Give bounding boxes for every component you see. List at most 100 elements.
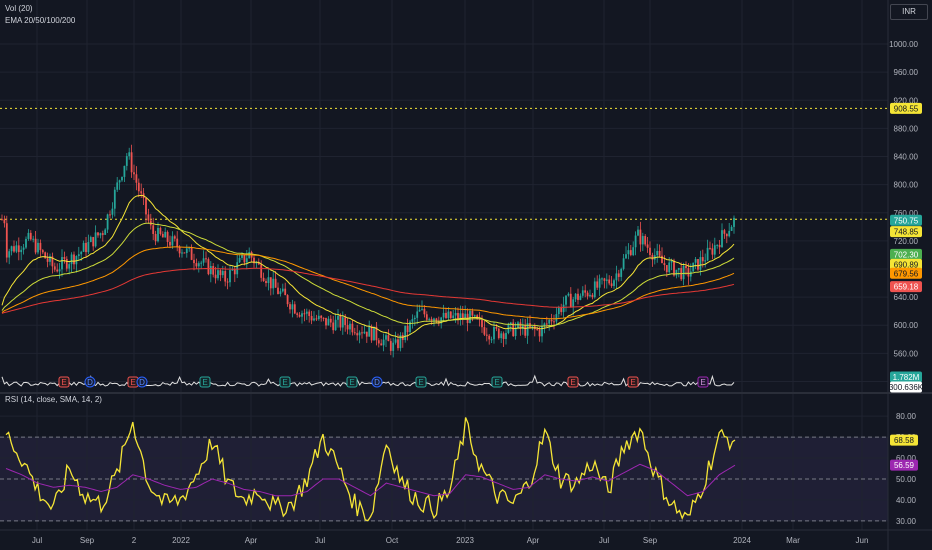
- volume-indicator-label[interactable]: Vol (20): [5, 4, 33, 13]
- candle-body: [269, 277, 272, 289]
- candle-body: [553, 321, 555, 323]
- earnings-marker-icon: [415, 376, 427, 388]
- candle-body: [46, 258, 49, 262]
- candle-body: [286, 295, 289, 305]
- price-label-text: 300.636K: [889, 383, 924, 392]
- candle-body: [385, 335, 387, 340]
- y-tick-label: 760.00: [894, 209, 919, 218]
- candle-body: [725, 233, 728, 237]
- candle-body: [337, 315, 339, 320]
- price-label-tag: [890, 248, 922, 260]
- candle-body: [123, 165, 126, 177]
- dividend-marker-icon: [136, 376, 148, 388]
- candle-body: [176, 238, 179, 247]
- candle-body: [406, 325, 409, 333]
- candle-body: [692, 262, 695, 272]
- candle-body: [5, 223, 8, 258]
- price-label-text: 748.85: [894, 228, 919, 237]
- candle-body: [421, 308, 423, 310]
- candle-body: [543, 323, 546, 327]
- candle-body: [339, 315, 342, 328]
- candle-body: [649, 247, 651, 255]
- candle-body: [675, 269, 678, 276]
- candle-body: [320, 315, 323, 318]
- event-marker-label: D: [87, 378, 93, 387]
- candle-body: [613, 280, 615, 286]
- price-label-text: 908.55: [894, 104, 919, 113]
- candle-body: [161, 233, 164, 238]
- candle-body: [512, 322, 515, 337]
- candle-body: [27, 232, 30, 239]
- candle-body: [116, 182, 119, 190]
- candle-body: [233, 269, 236, 275]
- event-marker-label: E: [418, 378, 423, 387]
- candle-body: [207, 259, 210, 275]
- candle-body: [370, 326, 373, 341]
- candle-body: [509, 322, 512, 325]
- candle-body: [197, 263, 200, 267]
- candle-body: [44, 252, 47, 259]
- x-tick-label: Apr: [245, 536, 258, 545]
- candle-body: [387, 335, 390, 342]
- candle-body: [709, 247, 711, 249]
- candle-body: [670, 260, 673, 263]
- candle-body: [416, 311, 419, 318]
- candle-body: [29, 232, 32, 240]
- x-tick-label: Sep: [643, 536, 658, 545]
- candle-body: [493, 327, 495, 340]
- candle-body: [445, 312, 447, 319]
- candle-body: [447, 311, 450, 319]
- event-marker-label: E: [700, 378, 705, 387]
- candle-body: [193, 259, 195, 264]
- candle-body: [80, 251, 83, 255]
- candle-body: [236, 262, 239, 275]
- rsi-y-tick-label: 60.00: [896, 454, 917, 463]
- candle-body: [579, 295, 582, 300]
- y-tick-label: 880.00: [894, 124, 919, 133]
- candle-body: [25, 238, 27, 248]
- candle-body: [581, 290, 584, 296]
- x-tick-label: 2022: [172, 536, 190, 545]
- rsi-indicator-label[interactable]: RSI (14, close, SMA, 14, 2): [5, 395, 102, 404]
- candle-body: [495, 327, 498, 329]
- candle-body: [101, 233, 104, 235]
- candle-body: [452, 315, 455, 319]
- candle-body: [298, 314, 301, 317]
- candle-body: [689, 271, 692, 277]
- candle-body: [418, 309, 421, 312]
- candle-body: [344, 317, 347, 326]
- candle-body: [10, 246, 13, 252]
- candle-body: [293, 304, 296, 314]
- price-label-text: 690.89: [894, 260, 919, 269]
- ema-indicator-label[interactable]: EMA 20/50/100/200: [5, 16, 76, 25]
- candle-body: [567, 293, 570, 296]
- candle-body: [665, 265, 668, 273]
- candle-body: [425, 314, 428, 320]
- candle-body: [209, 266, 212, 275]
- candle-body: [397, 339, 399, 349]
- candle-body: [63, 257, 66, 259]
- candle-body: [572, 299, 575, 308]
- price-label-tag: [890, 267, 922, 279]
- x-tick-label: Apr: [527, 536, 540, 545]
- rsi-y-tick-label: 80.00: [896, 412, 917, 421]
- candle-body: [169, 241, 171, 246]
- candle-body: [109, 214, 111, 216]
- candle-body: [231, 269, 234, 271]
- candle-body: [274, 278, 277, 288]
- candle-body: [130, 152, 133, 173]
- candle-body: [365, 331, 368, 337]
- candle-body: [682, 265, 685, 280]
- currency-button[interactable]: INR: [890, 4, 928, 20]
- candle-body: [104, 229, 107, 235]
- candle-body: [313, 318, 315, 321]
- candle-body: [481, 319, 483, 328]
- candle-body: [70, 254, 73, 265]
- candle-body: [41, 250, 44, 253]
- candle-body: [212, 266, 215, 275]
- candle-body: [147, 214, 150, 221]
- x-tick-label: 2: [132, 536, 137, 545]
- candle-body: [399, 335, 402, 349]
- candle-body: [128, 152, 131, 157]
